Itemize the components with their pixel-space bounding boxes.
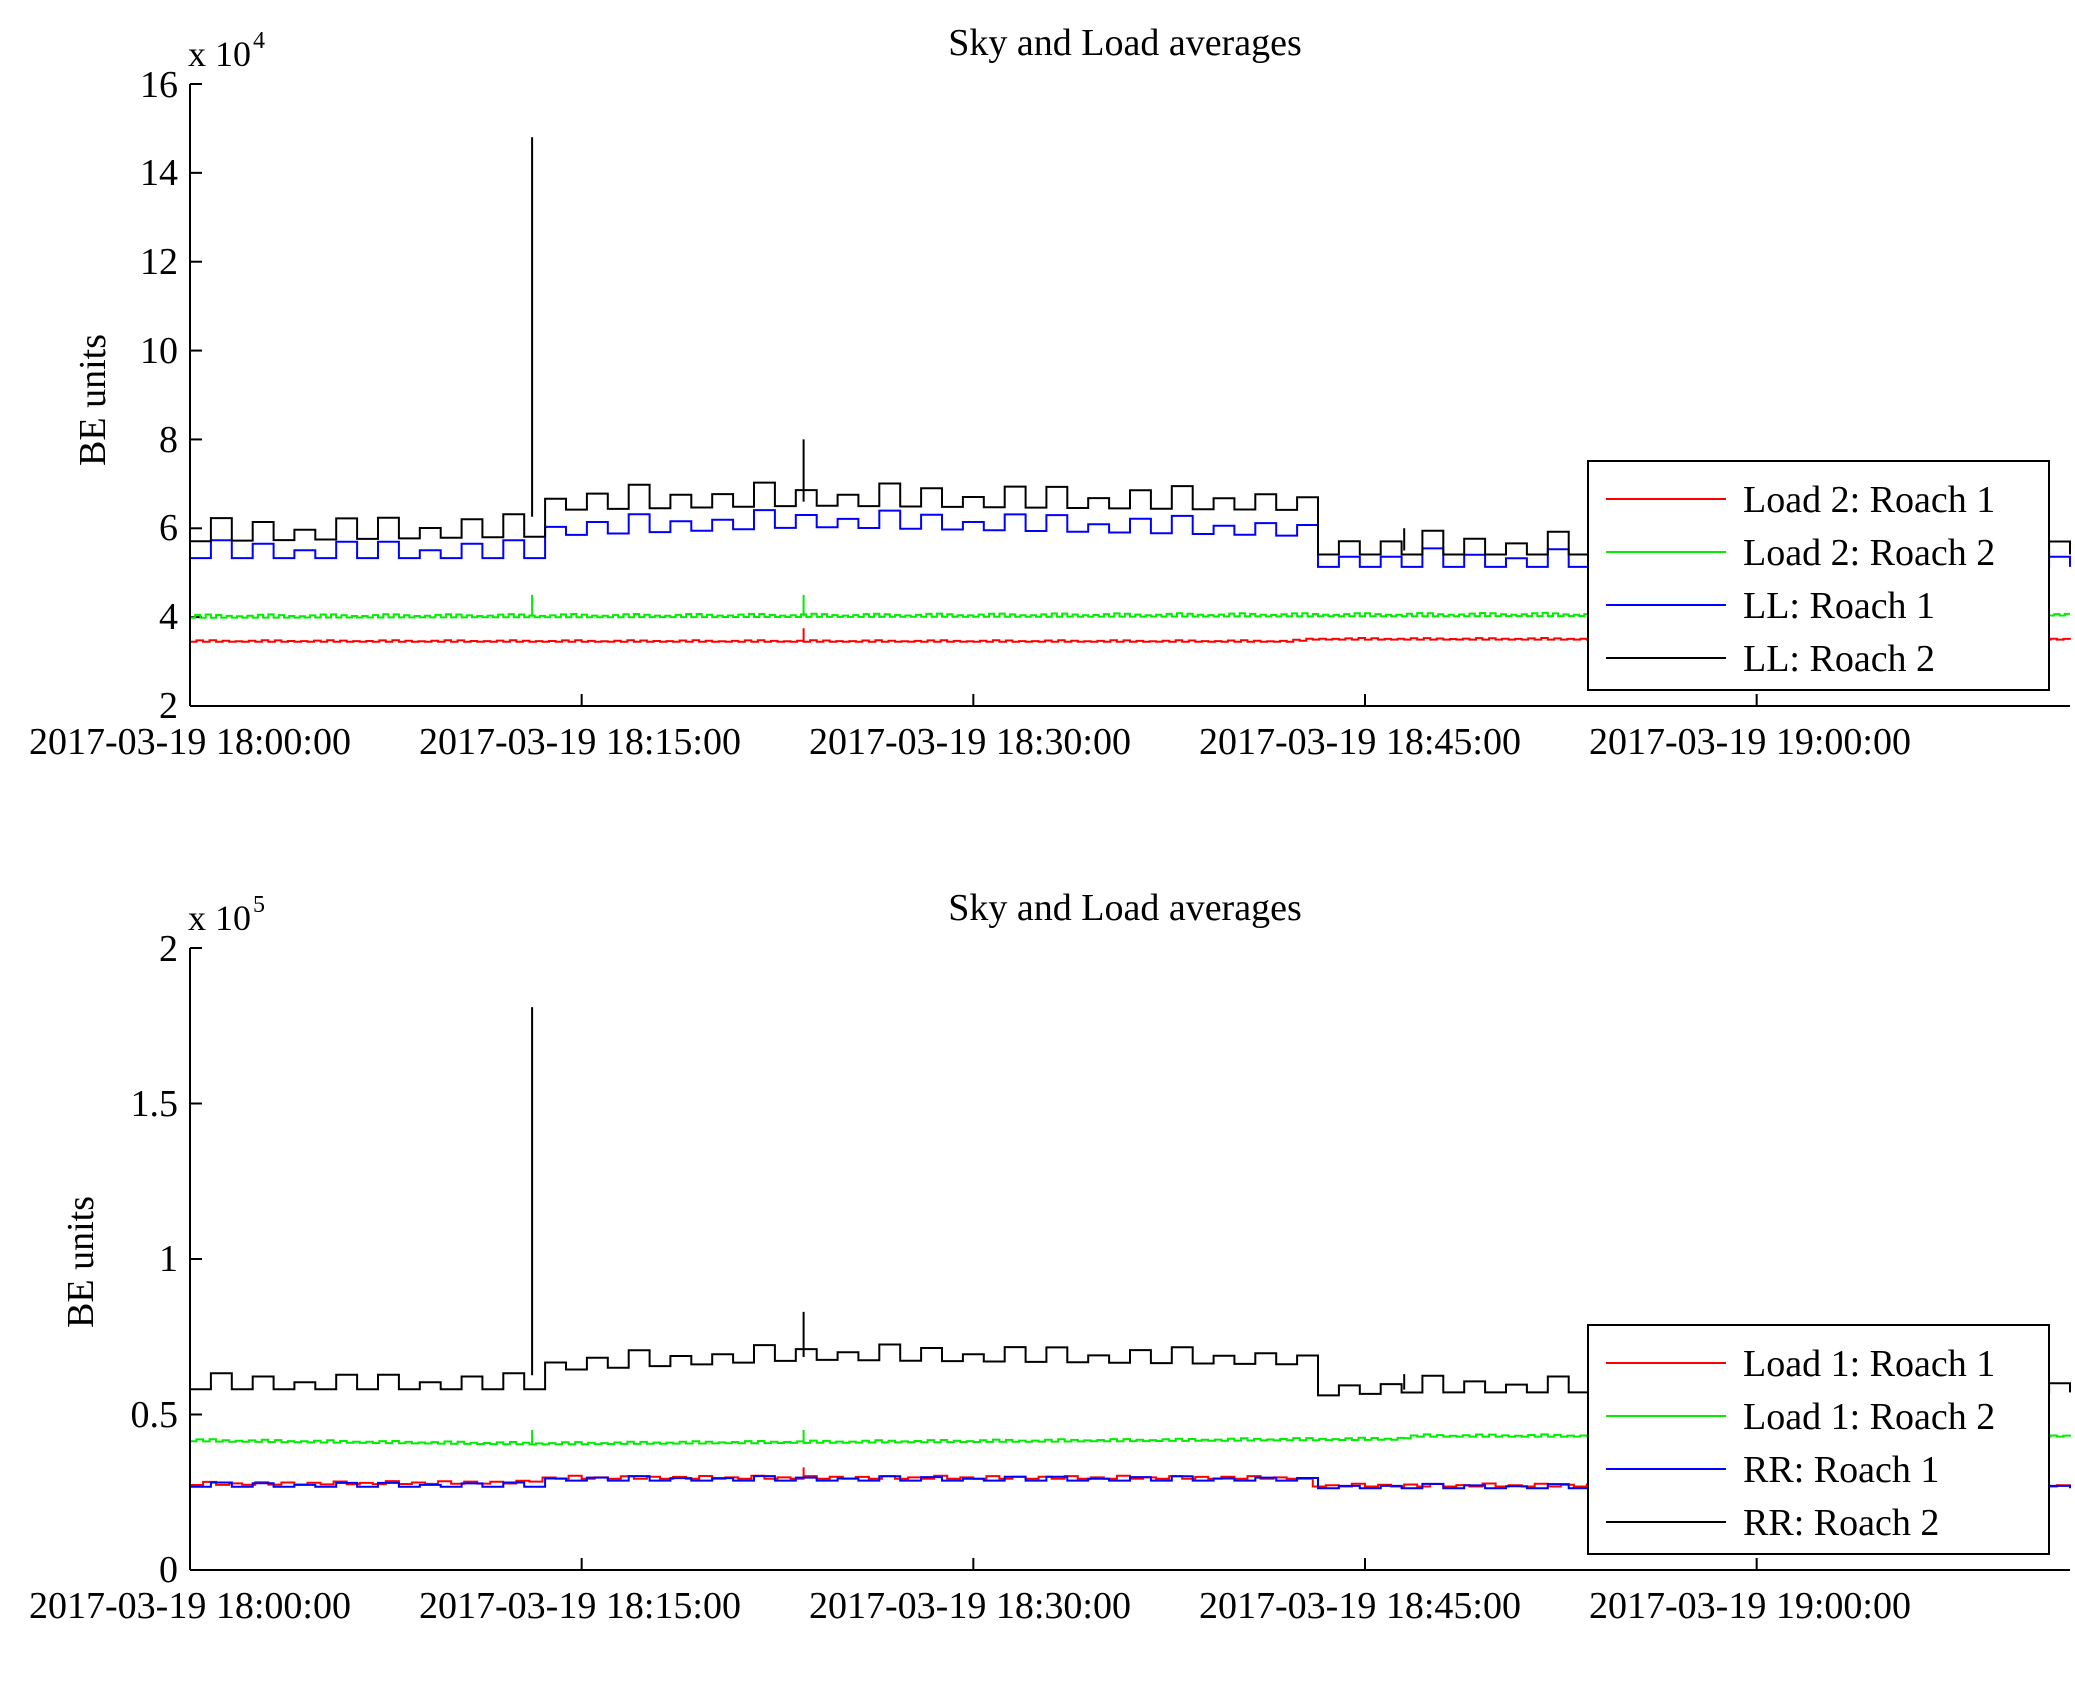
bottom-y-tick-label: 0.5 bbox=[131, 1394, 179, 1436]
top-y-tick-label: 4 bbox=[159, 596, 178, 638]
top-chart: Sky and Load averages BE units x 104 201… bbox=[29, 22, 2071, 763]
top-x-tick-label: 2017-03-19 18:45:00 bbox=[1199, 721, 1521, 763]
top-legend-label: LL: Roach 1 bbox=[1743, 585, 1935, 627]
top-x-tick-label: 2017-03-19 18:30:00 bbox=[809, 721, 1131, 763]
top-y-tick-label: 12 bbox=[140, 241, 178, 283]
top-y-tick-label: 6 bbox=[159, 507, 178, 549]
bottom-chart: Sky and Load averages BE units x 105 201… bbox=[29, 887, 2071, 1627]
top-y-multiplier: x 104 bbox=[188, 28, 265, 74]
bottom-x-tick-label: 2017-03-19 18:30:00 bbox=[809, 1585, 1131, 1627]
bottom-y-multiplier: x 105 bbox=[188, 892, 265, 938]
bottom-x-tick-label: 2017-03-19 19:00:00 bbox=[1589, 1585, 1911, 1627]
bottom-series-rr-roach-2 bbox=[190, 1007, 2071, 1397]
bottom-series-group bbox=[190, 1007, 2071, 1490]
top-legend-label: Load 2: Roach 2 bbox=[1743, 532, 1995, 574]
bottom-chart-title: Sky and Load averages bbox=[948, 887, 1302, 929]
bottom-legend-label: RR: Roach 1 bbox=[1743, 1449, 1939, 1491]
top-y-tick-label: 14 bbox=[140, 152, 178, 194]
bottom-y-tick-label: 2 bbox=[159, 928, 178, 970]
bottom-legend-label: RR: Roach 2 bbox=[1743, 1502, 1939, 1544]
top-y-tick-label: 16 bbox=[140, 64, 178, 106]
bottom-legend: Load 1: Roach 1 Load 1: Roach 2 RR: Roac… bbox=[1587, 1324, 2050, 1555]
top-legend: Load 2: Roach 1 Load 2: Roach 2 LL: Roac… bbox=[1587, 460, 2050, 691]
top-series-ll-roach-2 bbox=[190, 137, 2071, 556]
top-x-tick-label: 2017-03-19 18:00:00 bbox=[29, 721, 351, 763]
top-y-tick-label: 2 bbox=[159, 685, 178, 727]
bottom-legend-label: Load 1: Roach 1 bbox=[1743, 1343, 1995, 1385]
bottom-y-tick-label: 1 bbox=[159, 1238, 178, 1280]
bottom-y-axis-label: BE units bbox=[60, 1196, 102, 1328]
top-y-tick-label: 10 bbox=[140, 330, 178, 372]
bottom-x-tick-label: 2017-03-19 18:00:00 bbox=[29, 1585, 351, 1627]
top-y-axis-label: BE units bbox=[72, 334, 114, 466]
bottom-y-tick-label: 1.5 bbox=[131, 1083, 179, 1125]
top-legend-label: LL: Roach 2 bbox=[1743, 638, 1935, 680]
bottom-x-tick-label: 2017-03-19 18:15:00 bbox=[419, 1585, 741, 1627]
top-legend-label: Load 2: Roach 1 bbox=[1743, 479, 1995, 521]
bottom-legend-label: Load 1: Roach 2 bbox=[1743, 1396, 1995, 1438]
top-x-tick-label: 2017-03-19 19:00:00 bbox=[1589, 721, 1911, 763]
bottom-x-tick-label: 2017-03-19 18:45:00 bbox=[1199, 1585, 1521, 1627]
bottom-y-tick-label: 0 bbox=[159, 1549, 178, 1591]
top-x-tick-label: 2017-03-19 18:15:00 bbox=[419, 721, 741, 763]
top-chart-title: Sky and Load averages bbox=[948, 22, 1302, 64]
top-y-tick-label: 8 bbox=[159, 419, 178, 461]
